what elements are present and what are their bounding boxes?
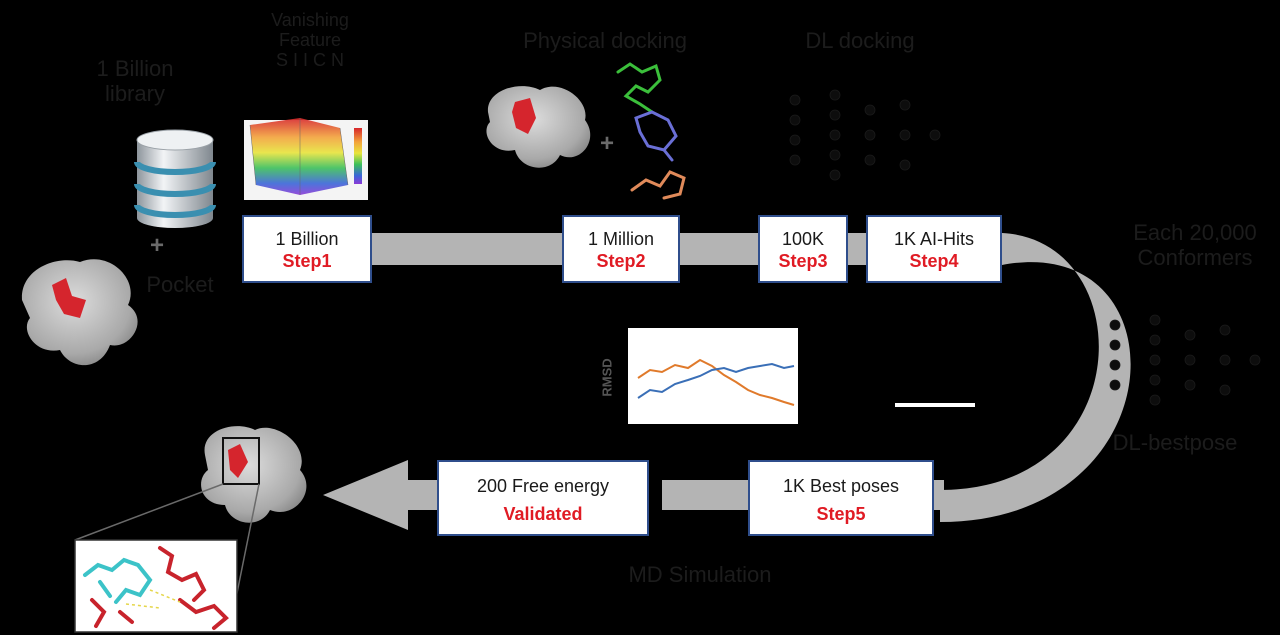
neural-network-icon [789, 89, 941, 181]
step3-label: Step3 [778, 251, 828, 271]
step1-label: Step1 [282, 251, 332, 271]
step2-box: 1 Million Step2 [562, 215, 680, 283]
rmsd-plot-icon [628, 328, 798, 424]
zoom-line-1 [74, 483, 224, 541]
rmsd-axis-label: RMSD [599, 358, 615, 397]
features-label-line2: Feature [278, 30, 342, 50]
ligand-molecule-icon [616, 62, 686, 200]
step3-count: 100K [781, 229, 825, 249]
docking-protein-icon [486, 86, 591, 168]
step2-label: Step2 [596, 251, 646, 271]
plus-sign-2: + [600, 130, 615, 157]
arrow-head [323, 460, 437, 530]
conformers-label: Each 20,000 Conformers [1125, 220, 1265, 270]
validated-label: Validated [503, 504, 583, 524]
energy-landscape-icon [244, 118, 368, 200]
zoom-line-2 [235, 483, 260, 599]
library-label-line2: library [105, 81, 165, 106]
dl-bestpose-label: DL-bestpose [1112, 430, 1238, 455]
pocket-label: Pocket [146, 272, 214, 297]
dl-docking-label: DL docking [805, 28, 915, 53]
arrow-segment-1 [372, 233, 562, 265]
features-label: Vanishing Feature S I I C N [240, 10, 380, 70]
features-label-line1: Vanishing [271, 10, 349, 30]
library-label: 1 Billion library [80, 56, 190, 106]
step4-count: 1K AI-Hits [893, 229, 975, 249]
arrow-segment-3 [848, 233, 866, 265]
scale-bar [895, 403, 975, 407]
physical-docking-label: Physical docking [523, 28, 687, 53]
step4-label: Step4 [909, 251, 959, 271]
library-label-line1: 1 Billion [96, 56, 174, 81]
step1-box: 1 Billion Step1 [242, 215, 372, 283]
md-simulation-label: MD Simulation [628, 562, 772, 587]
validated-count: 200 Free energy [476, 476, 610, 496]
final-protein-icon [201, 426, 307, 523]
step5-count: 1K Best poses [782, 476, 900, 496]
step4-box: 1K AI-Hits Step4 [866, 215, 1002, 283]
conformers-label-line2: Conformers [1137, 245, 1253, 270]
step5-label: Step5 [816, 504, 866, 524]
arrow-segment-2 [680, 233, 758, 265]
validated-box: 200 Free energy Validated [437, 460, 649, 536]
features-label-line3: S I I C N [275, 50, 344, 70]
step5-box: 1K Best poses Step5 [748, 460, 934, 536]
plus-sign-1: + [150, 232, 165, 259]
step1-count: 1 Billion [275, 229, 339, 249]
binding-detail-inset [74, 539, 238, 633]
arrow-segment-5 [662, 480, 748, 510]
protein-surface-icon [21, 259, 138, 366]
step3-box: 100K Step3 [758, 215, 848, 283]
step2-count: 1 Million [587, 229, 655, 249]
conformers-label-line1: Each 20,000 [1133, 220, 1257, 245]
database-icon [134, 129, 216, 228]
arrow-u-turn [940, 233, 1131, 522]
neural-network-icon-2 [1109, 314, 1261, 406]
